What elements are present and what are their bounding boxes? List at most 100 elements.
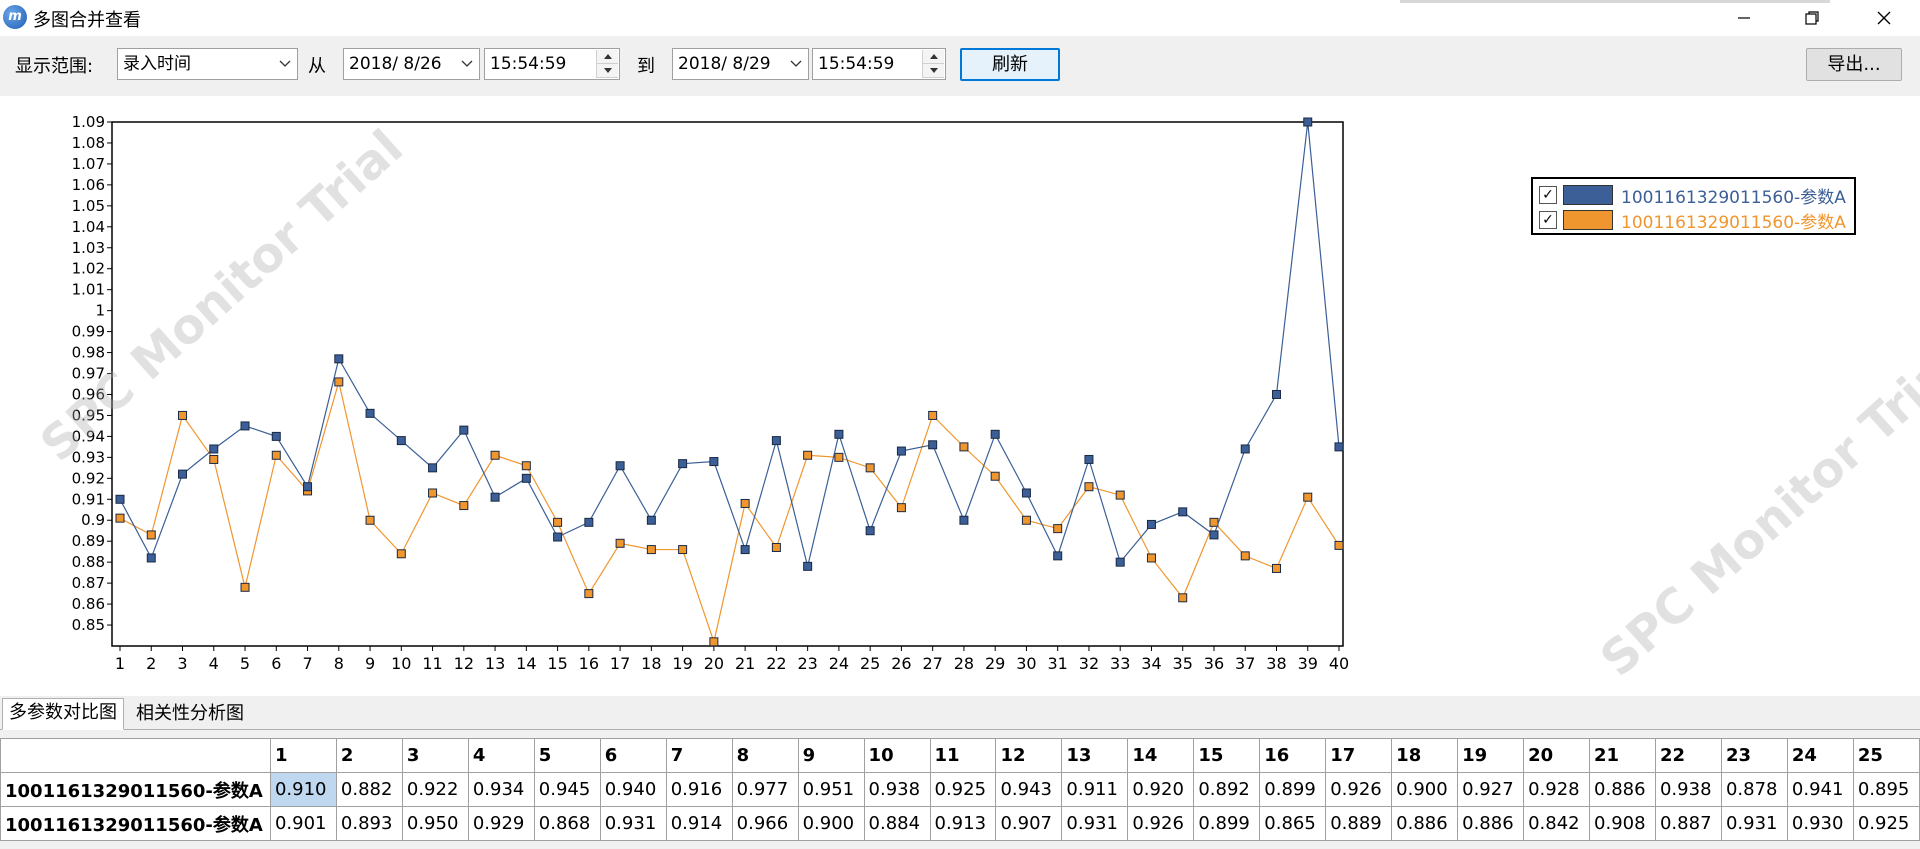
table-cell[interactable]: 0.927 [1457, 772, 1525, 807]
table-cell[interactable]: 0.886 [1457, 806, 1525, 841]
table-cell[interactable]: 0.901 [269, 806, 337, 841]
time-spinner[interactable] [596, 50, 618, 78]
table-cell[interactable]: 0.950 [401, 806, 469, 841]
table-cell[interactable]: 0.926 [1325, 772, 1393, 807]
column-header[interactable]: 9 [797, 738, 865, 773]
series-1-point [1334, 442, 1344, 452]
table-cell[interactable]: 0.882 [335, 772, 403, 807]
table-cell[interactable]: 0.868 [533, 806, 601, 841]
table-cell[interactable]: 0.895 [1852, 772, 1920, 807]
table-cell[interactable]: 0.925 [929, 772, 997, 807]
minimize-button[interactable] [1712, 0, 1776, 36]
column-header[interactable]: 1 [269, 738, 337, 773]
column-header[interactable]: 24 [1786, 738, 1854, 773]
spin-up-icon[interactable] [923, 50, 944, 64]
column-header[interactable]: 8 [731, 738, 799, 773]
table-cell[interactable]: 0.892 [1193, 772, 1261, 807]
table-cell[interactable]: 0.907 [995, 806, 1063, 841]
table-cell[interactable]: 0.914 [665, 806, 733, 841]
table-cell[interactable]: 0.931 [1720, 806, 1788, 841]
table-cell[interactable]: 0.886 [1589, 772, 1656, 807]
table-cell[interactable]: 0.951 [797, 772, 865, 807]
checkbox-checked-icon[interactable]: ✓ [1539, 186, 1557, 204]
column-header[interactable]: 10 [863, 738, 931, 773]
to-time-input[interactable]: 15:54:59 [812, 48, 946, 80]
table-cell[interactable]: 0.941 [1786, 772, 1854, 807]
table-cell[interactable]: 0.928 [1523, 772, 1591, 807]
tab-multi-param-compare[interactable]: 多参数对比图 [2, 698, 124, 730]
table-cell[interactable]: 0.943 [995, 772, 1063, 807]
table-cell[interactable]: 0.900 [797, 806, 865, 841]
table-cell[interactable]: 0.922 [401, 772, 469, 807]
column-header[interactable]: 23 [1720, 738, 1788, 773]
table-cell[interactable]: 0.916 [665, 772, 733, 807]
column-header[interactable]: 21 [1589, 738, 1656, 773]
spin-down-icon[interactable] [597, 64, 618, 78]
column-header[interactable]: 17 [1325, 738, 1393, 773]
legend-item-series-2[interactable]: ✓ 1001161329011560-参数A [1539, 208, 1846, 233]
spin-down-icon[interactable] [923, 64, 944, 78]
table-cell[interactable]: 0.913 [929, 806, 997, 841]
column-header[interactable]: 15 [1193, 738, 1261, 773]
table-cell[interactable]: 0.893 [335, 806, 403, 841]
table-cell[interactable]: 0.977 [731, 772, 799, 807]
table-cell[interactable]: 0.920 [1127, 772, 1195, 807]
row-header[interactable]: 1001161329011560-参数A [0, 772, 271, 807]
table-cell[interactable]: 0.900 [1391, 772, 1459, 807]
column-header[interactable]: 5 [533, 738, 601, 773]
column-header[interactable]: 22 [1654, 738, 1722, 773]
table-cell[interactable]: 0.966 [731, 806, 799, 841]
spin-up-icon[interactable] [597, 50, 618, 64]
table-cell[interactable]: 0.931 [1061, 806, 1129, 841]
column-header[interactable]: 7 [665, 738, 733, 773]
to-date-picker[interactable]: 2018/ 8/29 [672, 48, 809, 80]
tab-correlation-analysis[interactable]: 相关性分析图 [136, 703, 244, 724]
column-header[interactable]: 3 [401, 738, 469, 773]
close-button[interactable] [1852, 0, 1916, 36]
refresh-button[interactable]: 刷新 [960, 48, 1060, 81]
checkbox-checked-icon[interactable]: ✓ [1539, 211, 1557, 229]
row-header[interactable]: 1001161329011560-参数A [0, 806, 271, 841]
column-header[interactable]: 19 [1457, 738, 1525, 773]
column-header[interactable]: 13 [1061, 738, 1129, 773]
table-cell[interactable]: 0.931 [599, 806, 667, 841]
table-cell[interactable]: 0.940 [599, 772, 667, 807]
table-cell[interactable]: 0.884 [863, 806, 931, 841]
time-spinner[interactable] [922, 50, 944, 78]
table-cell[interactable]: 0.934 [467, 772, 535, 807]
table-cell[interactable]: 0.938 [863, 772, 931, 807]
column-header[interactable]: 18 [1391, 738, 1459, 773]
legend-item-series-1[interactable]: ✓ 1001161329011560-参数A [1539, 183, 1846, 208]
table-cell[interactable]: 0.908 [1589, 806, 1656, 841]
column-header[interactable]: 20 [1523, 738, 1591, 773]
table-cell[interactable]: 0.842 [1523, 806, 1591, 841]
export-button[interactable]: 导出... [1806, 48, 1902, 81]
table-cell[interactable]: 0.887 [1654, 806, 1722, 841]
table-cell[interactable]: 0.945 [533, 772, 601, 807]
range-select[interactable]: 录入时间 [117, 48, 298, 80]
table-cell[interactable]: 0.938 [1654, 772, 1722, 807]
table-cell[interactable]: 0.886 [1391, 806, 1459, 841]
from-date-picker[interactable]: 2018/ 8/26 [343, 48, 480, 80]
column-header[interactable]: 14 [1127, 738, 1195, 773]
table-cell[interactable]: 0.889 [1325, 806, 1393, 841]
table-cell[interactable]: 0.911 [1061, 772, 1129, 807]
from-time-input[interactable]: 15:54:59 [484, 48, 620, 80]
table-cell[interactable]: 0.910 [269, 772, 337, 807]
column-header[interactable]: 6 [599, 738, 667, 773]
table-cell[interactable]: 0.930 [1786, 806, 1854, 841]
column-header[interactable]: 2 [335, 738, 403, 773]
restore-button[interactable] [1780, 0, 1844, 36]
column-header[interactable]: 25 [1852, 738, 1920, 773]
table-cell[interactable]: 0.925 [1852, 806, 1920, 841]
table-cell[interactable]: 0.878 [1720, 772, 1788, 807]
table-cell[interactable]: 0.899 [1193, 806, 1261, 841]
column-header[interactable]: 12 [995, 738, 1063, 773]
table-cell[interactable]: 0.929 [467, 806, 535, 841]
column-header[interactable]: 11 [929, 738, 997, 773]
table-cell[interactable]: 0.899 [1259, 772, 1327, 807]
column-header[interactable]: 4 [467, 738, 535, 773]
column-header[interactable]: 16 [1259, 738, 1327, 773]
table-cell[interactable]: 0.926 [1127, 806, 1195, 841]
table-cell[interactable]: 0.865 [1259, 806, 1327, 841]
